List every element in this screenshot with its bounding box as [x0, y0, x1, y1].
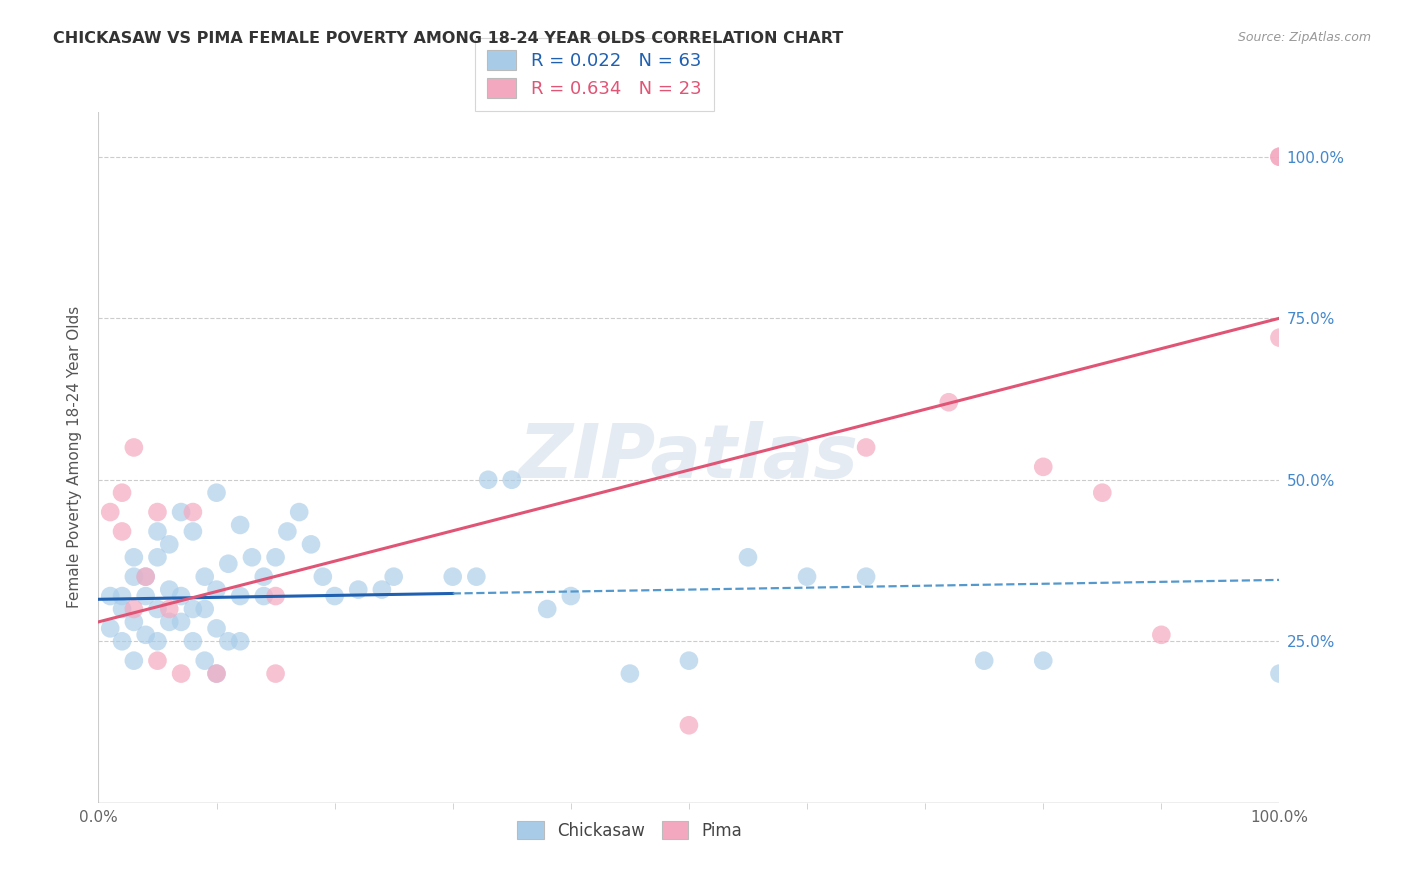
- Point: [299, 537, 322, 551]
- Point: [122, 441, 145, 455]
- Point: [276, 524, 298, 539]
- Point: [157, 615, 180, 629]
- Point: [229, 634, 252, 648]
- Point: [205, 485, 228, 500]
- Point: [194, 569, 217, 583]
- Point: [253, 589, 276, 603]
- Point: [122, 654, 145, 668]
- Point: [181, 505, 204, 519]
- Point: [122, 569, 145, 583]
- Point: [181, 524, 204, 539]
- Point: [146, 654, 169, 668]
- Legend: Chickasaw, Pima: Chickasaw, Pima: [510, 814, 749, 847]
- Point: [441, 569, 464, 583]
- Point: [560, 589, 582, 603]
- Point: [157, 602, 180, 616]
- Point: [205, 582, 228, 597]
- Point: [217, 557, 239, 571]
- Point: [146, 524, 169, 539]
- Point: [855, 441, 877, 455]
- Point: [1268, 331, 1291, 345]
- Point: [737, 550, 759, 565]
- Point: [382, 569, 405, 583]
- Point: [973, 654, 995, 668]
- Point: [536, 602, 558, 616]
- Point: [98, 589, 121, 603]
- Point: [170, 666, 193, 681]
- Point: [205, 621, 228, 635]
- Point: [122, 550, 145, 565]
- Point: [205, 666, 228, 681]
- Point: [477, 473, 499, 487]
- Point: [229, 518, 252, 533]
- Point: [194, 654, 217, 668]
- Point: [1032, 654, 1054, 668]
- Point: [146, 602, 169, 616]
- Point: [229, 589, 252, 603]
- Point: [135, 569, 157, 583]
- Point: [146, 550, 169, 565]
- Point: [371, 582, 394, 597]
- Point: [264, 666, 287, 681]
- Point: [111, 602, 134, 616]
- Point: [938, 395, 960, 409]
- Point: [1032, 459, 1054, 474]
- Point: [855, 569, 877, 583]
- Point: [146, 505, 169, 519]
- Y-axis label: Female Poverty Among 18-24 Year Olds: Female Poverty Among 18-24 Year Olds: [66, 306, 82, 608]
- Point: [1268, 666, 1291, 681]
- Point: [678, 718, 700, 732]
- Point: [111, 589, 134, 603]
- Point: [181, 602, 204, 616]
- Point: [98, 505, 121, 519]
- Point: [347, 582, 370, 597]
- Point: [1150, 628, 1173, 642]
- Point: [135, 628, 157, 642]
- Point: [157, 537, 180, 551]
- Point: [181, 634, 204, 648]
- Point: [170, 505, 193, 519]
- Point: [111, 524, 134, 539]
- Point: [135, 569, 157, 583]
- Text: Source: ZipAtlas.com: Source: ZipAtlas.com: [1237, 31, 1371, 45]
- Point: [288, 505, 311, 519]
- Point: [678, 654, 700, 668]
- Point: [111, 485, 134, 500]
- Point: [170, 589, 193, 603]
- Point: [1268, 150, 1291, 164]
- Point: [312, 569, 335, 583]
- Point: [1091, 485, 1114, 500]
- Point: [465, 569, 488, 583]
- Point: [1268, 150, 1291, 164]
- Point: [796, 569, 818, 583]
- Point: [240, 550, 263, 565]
- Point: [111, 634, 134, 648]
- Point: [323, 589, 346, 603]
- Point: [157, 582, 180, 597]
- Point: [501, 473, 523, 487]
- Text: CHICKASAW VS PIMA FEMALE POVERTY AMONG 18-24 YEAR OLDS CORRELATION CHART: CHICKASAW VS PIMA FEMALE POVERTY AMONG 1…: [53, 31, 844, 46]
- Text: ZIPatlas: ZIPatlas: [519, 421, 859, 493]
- Point: [264, 550, 287, 565]
- Point: [146, 634, 169, 648]
- Point: [122, 615, 145, 629]
- Point: [135, 589, 157, 603]
- Point: [264, 589, 287, 603]
- Point: [170, 615, 193, 629]
- Point: [98, 621, 121, 635]
- Point: [122, 602, 145, 616]
- Point: [253, 569, 276, 583]
- Point: [619, 666, 641, 681]
- Point: [205, 666, 228, 681]
- Point: [194, 602, 217, 616]
- Point: [217, 634, 239, 648]
